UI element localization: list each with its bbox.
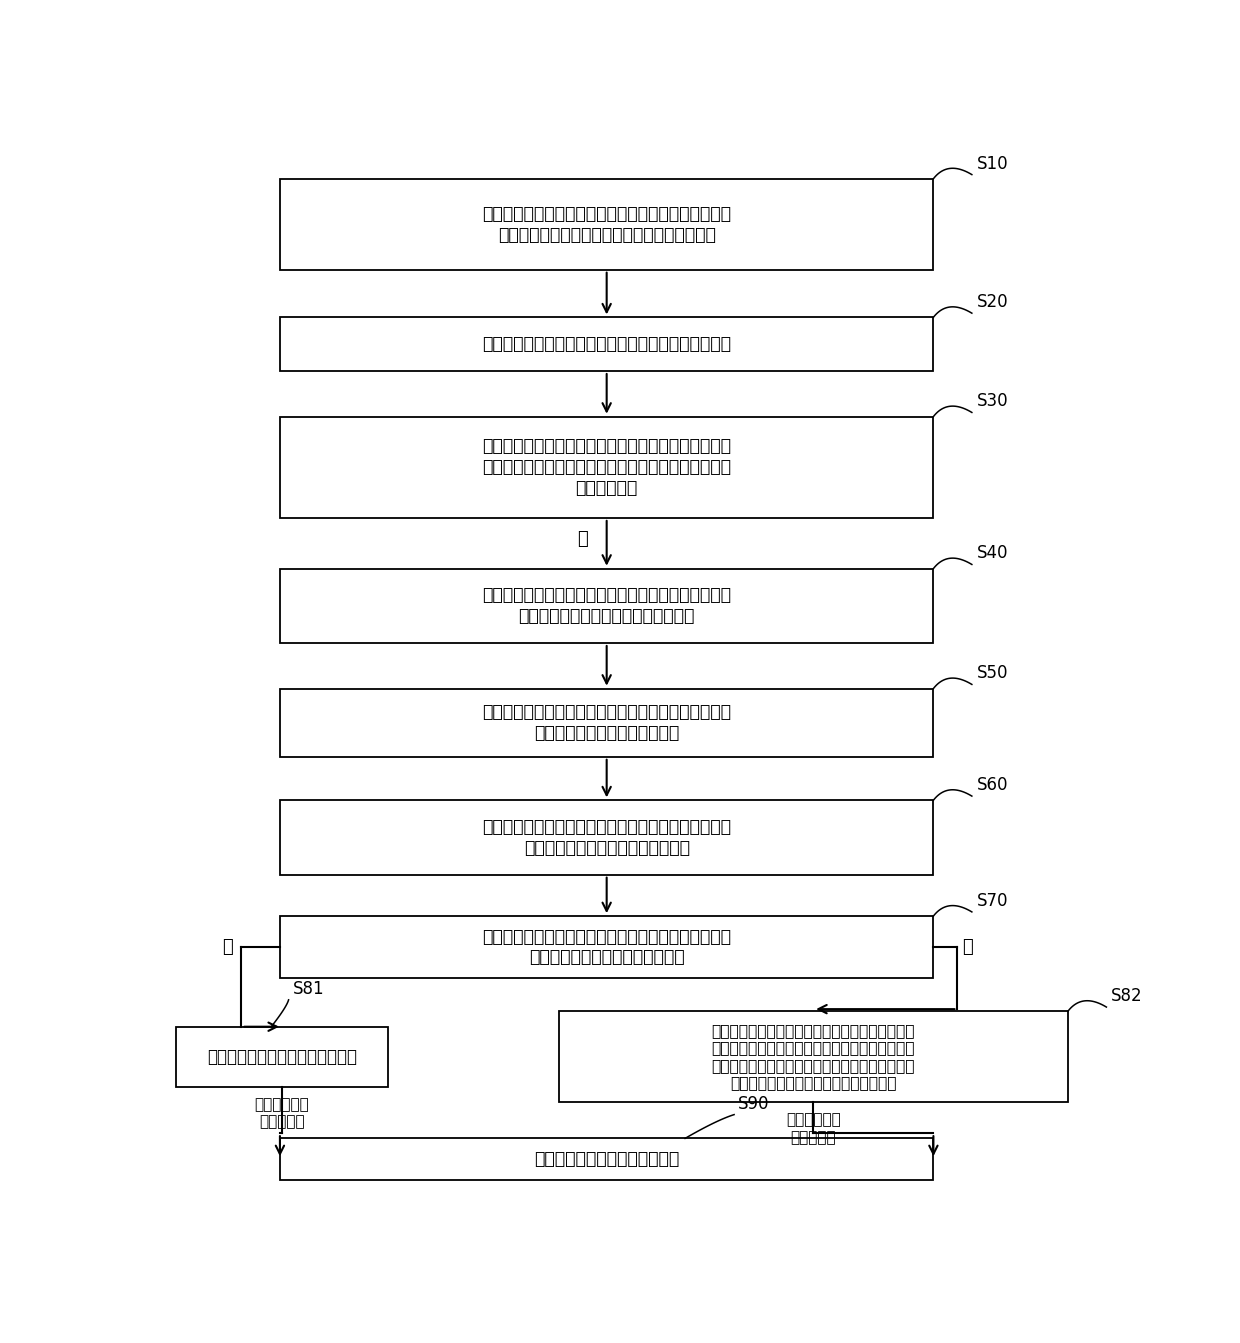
Bar bbox=[280, 179, 934, 270]
Text: S81: S81 bbox=[293, 980, 324, 998]
Bar bbox=[280, 1139, 934, 1179]
Text: 否: 否 bbox=[962, 937, 972, 956]
Bar bbox=[280, 800, 934, 874]
Bar bbox=[280, 317, 934, 371]
Bar bbox=[176, 1026, 388, 1086]
Bar bbox=[558, 1011, 1068, 1103]
Text: S90: S90 bbox=[738, 1095, 770, 1112]
Text: 确定多个第三车牌信息是否与多个第一车牌信息和所述
第二车牌信息中的至少一个相匹配: 确定多个第三车牌信息是否与多个第一车牌信息和所述 第二车牌信息中的至少一个相匹配 bbox=[482, 928, 732, 967]
Text: 接收所述用户终端反馈的第一确认结果，并根据所述第
一确认结果生成对应的缴费信息: 接收所述用户终端反馈的第一确认结果，并根据所述第 一确认结果生成对应的缴费信息 bbox=[482, 704, 732, 743]
Text: S70: S70 bbox=[977, 892, 1008, 909]
Text: 调取与所述第三车牌信息相近的多个第一车牌信息
或第二车牌信息所对应的多个第一车牌图片发送至
所述用户终端，并根据所述用户终端反馈的第二确
认结果确定所述车辆是否: 调取与所述第三车牌信息相近的多个第一车牌信息 或第二车牌信息所对应的多个第一车牌… bbox=[712, 1023, 915, 1091]
Text: 调取与所述第二车牌信息相近的多个第一车牌信息所对
应的多个第一车牌图片发送至用户终端: 调取与所述第二车牌信息相近的多个第一车牌信息所对 应的多个第一车牌图片发送至用户… bbox=[482, 587, 732, 626]
Text: 确定所述车辆是否已完成缴费操作: 确定所述车辆是否已完成缴费操作 bbox=[207, 1048, 357, 1066]
Text: 否: 否 bbox=[578, 530, 588, 548]
Bar bbox=[280, 916, 934, 978]
Text: 所述车辆已完
成缴费操作: 所述车辆已完 成缴费操作 bbox=[254, 1097, 309, 1129]
Text: 是: 是 bbox=[222, 937, 232, 956]
Text: 控制所述停车场出口的道闸开启: 控制所述停车场出口的道闸开启 bbox=[534, 1150, 680, 1168]
Bar bbox=[280, 568, 934, 643]
Text: S40: S40 bbox=[977, 544, 1008, 563]
Text: 在检测到车辆出停车场出口的信息时，分别通过多个出
口车牌识别仪获得多个第三车牌信息: 在检测到车辆出停车场出口的信息时，分别通过多个出 口车牌识别仪获得多个第三车牌信… bbox=[482, 818, 732, 857]
Text: S30: S30 bbox=[977, 392, 1008, 411]
Text: S60: S60 bbox=[977, 776, 1008, 794]
Text: 根据多个第一车牌图片识别出对应的多个第一车牌信息: 根据多个第一车牌图片识别出对应的多个第一车牌信息 bbox=[482, 336, 732, 353]
Text: S50: S50 bbox=[977, 665, 1008, 682]
Text: 所述车辆已完
成缴费操作: 所述车辆已完 成缴费操作 bbox=[786, 1112, 841, 1146]
Bar bbox=[280, 689, 934, 757]
Text: 在检测到车辆进停车场入口的信息时，分别通过多个入
口车牌识别仪获得所述车辆的多个第一车牌图片: 在检测到车辆进停车场入口的信息时，分别通过多个入 口车牌识别仪获得所述车辆的多个… bbox=[482, 205, 732, 243]
Text: S82: S82 bbox=[1111, 987, 1143, 1005]
Text: 在接收到第一缴费请求时，确定所述第一缴费请求中用
户输入的第二车牌信息是否与多个第一车牌信息中的至
少一个相匹配: 在接收到第一缴费请求时，确定所述第一缴费请求中用 户输入的第二车牌信息是否与多个… bbox=[482, 438, 732, 497]
Bar bbox=[280, 416, 934, 518]
Text: S20: S20 bbox=[977, 293, 1008, 312]
Text: S10: S10 bbox=[977, 154, 1008, 172]
